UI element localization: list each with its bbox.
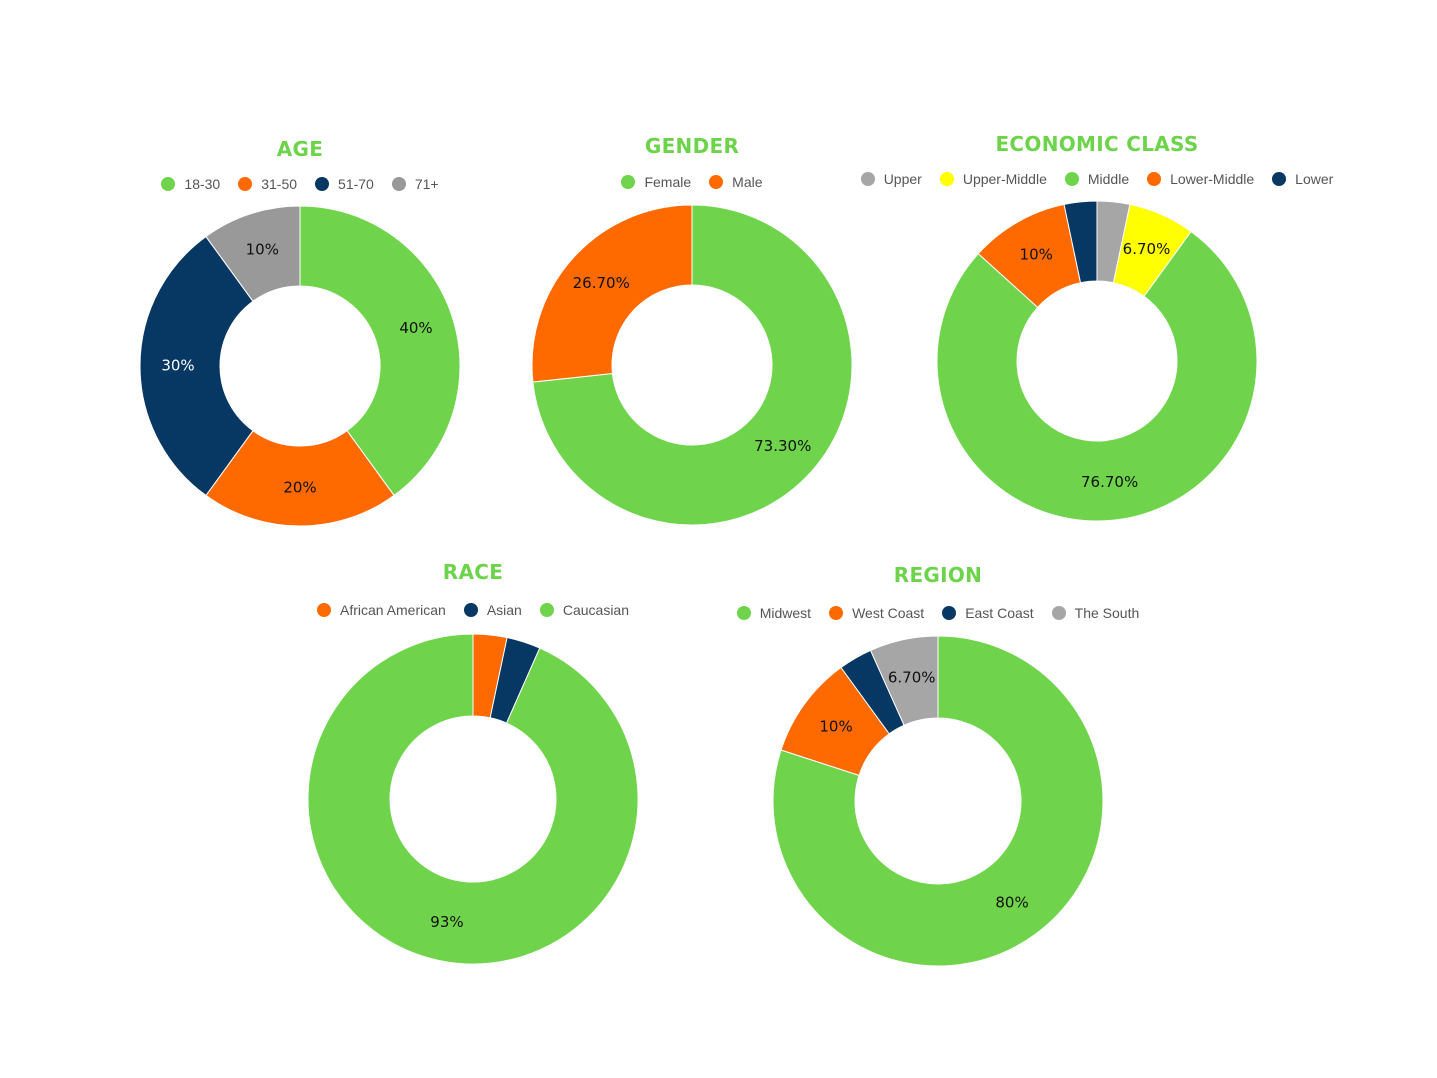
legend-label: Caucasian [562,602,629,618]
race-donut: 93% [307,633,639,965]
legend-label: 18-30 [184,176,221,192]
slice-value-label: 30% [161,357,194,375]
age-chart: AGE 18-30 31-50 51-70 71+ 40% 20% 30% 10% [100,135,500,535]
legend-label: West Coast [852,605,925,621]
legend-item: The South [1051,605,1140,621]
region-legend: Midwest West Coast East Coast The South [736,605,1140,621]
race-chart-title: RACE [442,560,504,584]
legend-label: Lower [1295,171,1334,187]
donut-slice-caucasian [307,633,639,965]
donut-slice-71- [205,205,301,302]
age-chart-title: AGE [276,137,324,161]
economic-class-chart: ECONOMIC CLASS Upper Upper-Middle Middle… [847,130,1347,530]
slice-value-label: 93% [430,913,463,931]
donut-slice-midwest [772,635,1104,967]
legend-item: Midwest [736,605,812,621]
gender-chart: GENDER Female Male 73.30% 26.70% [492,132,892,532]
legend-label: African American [339,602,446,618]
legend-item: East Coast [942,605,1034,621]
legend-item: Upper-Middle [939,171,1047,187]
legend-swatch [1064,172,1079,186]
legend-label: Lower-Middle [1170,171,1255,187]
economic-class-donut: 6.70% 76.70% 10% [936,200,1258,522]
legend-swatch [942,606,957,620]
donut-slice-female [532,204,853,526]
gender-donut: 73.30% 26.70% [531,204,853,526]
legend-label: Upper [883,171,922,187]
donut-slice-31-50 [205,430,395,527]
legend-label: Middle [1087,171,1130,187]
age-legend: 18-30 31-50 51-70 71+ [100,176,500,192]
legend-item: Asian [463,602,522,618]
legend-swatch [1272,172,1287,186]
legend-label: Upper-Middle [962,171,1047,187]
slice-value-label: 40% [399,319,432,337]
region-chart: REGION Midwest West Coast East Coast The… [736,561,1140,981]
slice-value-label: 10% [1020,246,1053,264]
donut-slice-51-70 [139,235,254,497]
donut-slice-middle [936,230,1258,522]
region-chart-title: REGION [893,563,983,587]
legend-item: Female [621,174,691,190]
age-donut: 40% 20% 30% 10% [139,205,461,527]
region-donut: 80% 10% 6.70% [772,635,1104,967]
legend-swatch [829,606,844,620]
legend-swatch [391,177,406,191]
race-legend: African American Asian Caucasian [273,602,673,618]
gender-legend: Female Male [492,174,892,190]
legend-swatch [736,606,751,620]
legend-swatch [1051,606,1066,620]
legend-swatch [238,177,253,191]
slice-value-label: 10% [246,240,279,258]
slice-value-label: 6.70% [1123,240,1171,258]
legend-swatch [316,603,331,617]
legend-item: Lower-Middle [1147,171,1254,187]
slice-value-label: 20% [283,479,316,497]
legend-label: 51-70 [338,176,374,192]
legend-item: Male [709,174,763,190]
legend-label: 71+ [414,176,439,192]
legend-label: Male [732,174,763,190]
legend-swatch [161,177,176,191]
legend-item: 18-30 [161,176,220,192]
legend-label: Female [644,174,692,190]
legend-label: East Coast [965,605,1034,621]
donut-slice-male [531,204,693,383]
legend-swatch [939,172,954,186]
legend-item: Lower [1272,171,1333,187]
slice-value-label: 73.30% [754,437,811,455]
legend-item: 31-50 [238,176,297,192]
legend-swatch [315,177,330,191]
legend-item: West Coast [829,605,924,621]
donut-slice-lower [1063,200,1098,284]
legend-item: African American [316,602,446,618]
legend-swatch [539,603,554,617]
legend-label: 31-50 [261,176,298,192]
slice-value-label: 80% [995,893,1028,911]
legend-label: The South [1074,605,1140,621]
economic-class-legend: Upper Upper-Middle Middle Lower-Middle L… [847,171,1347,187]
legend-item: 71+ [391,176,439,192]
donut-slice-the-south [869,635,939,726]
legend-swatch [860,172,875,186]
gender-chart-title: GENDER [644,134,740,158]
legend-label: Asian [486,602,522,618]
donut-slice-18-30 [299,205,461,497]
legend-swatch [621,175,636,189]
legend-item: Caucasian [539,602,629,618]
legend-label: Midwest [759,605,812,621]
legend-swatch [463,603,478,617]
slice-value-label: 76.70% [1081,473,1138,491]
race-chart: RACE African American Asian Caucasian 93… [273,558,673,978]
legend-item: Upper [860,171,922,187]
economic-class-chart-title: ECONOMIC CLASS [995,132,1199,156]
legend-item: Middle [1064,171,1130,187]
legend-swatch [1147,172,1162,186]
slice-value-label: 26.70% [573,274,630,292]
legend-swatch [709,175,724,189]
slice-value-label: 6.70% [888,668,936,686]
slice-value-label: 10% [819,717,852,735]
legend-item: 51-70 [315,176,374,192]
